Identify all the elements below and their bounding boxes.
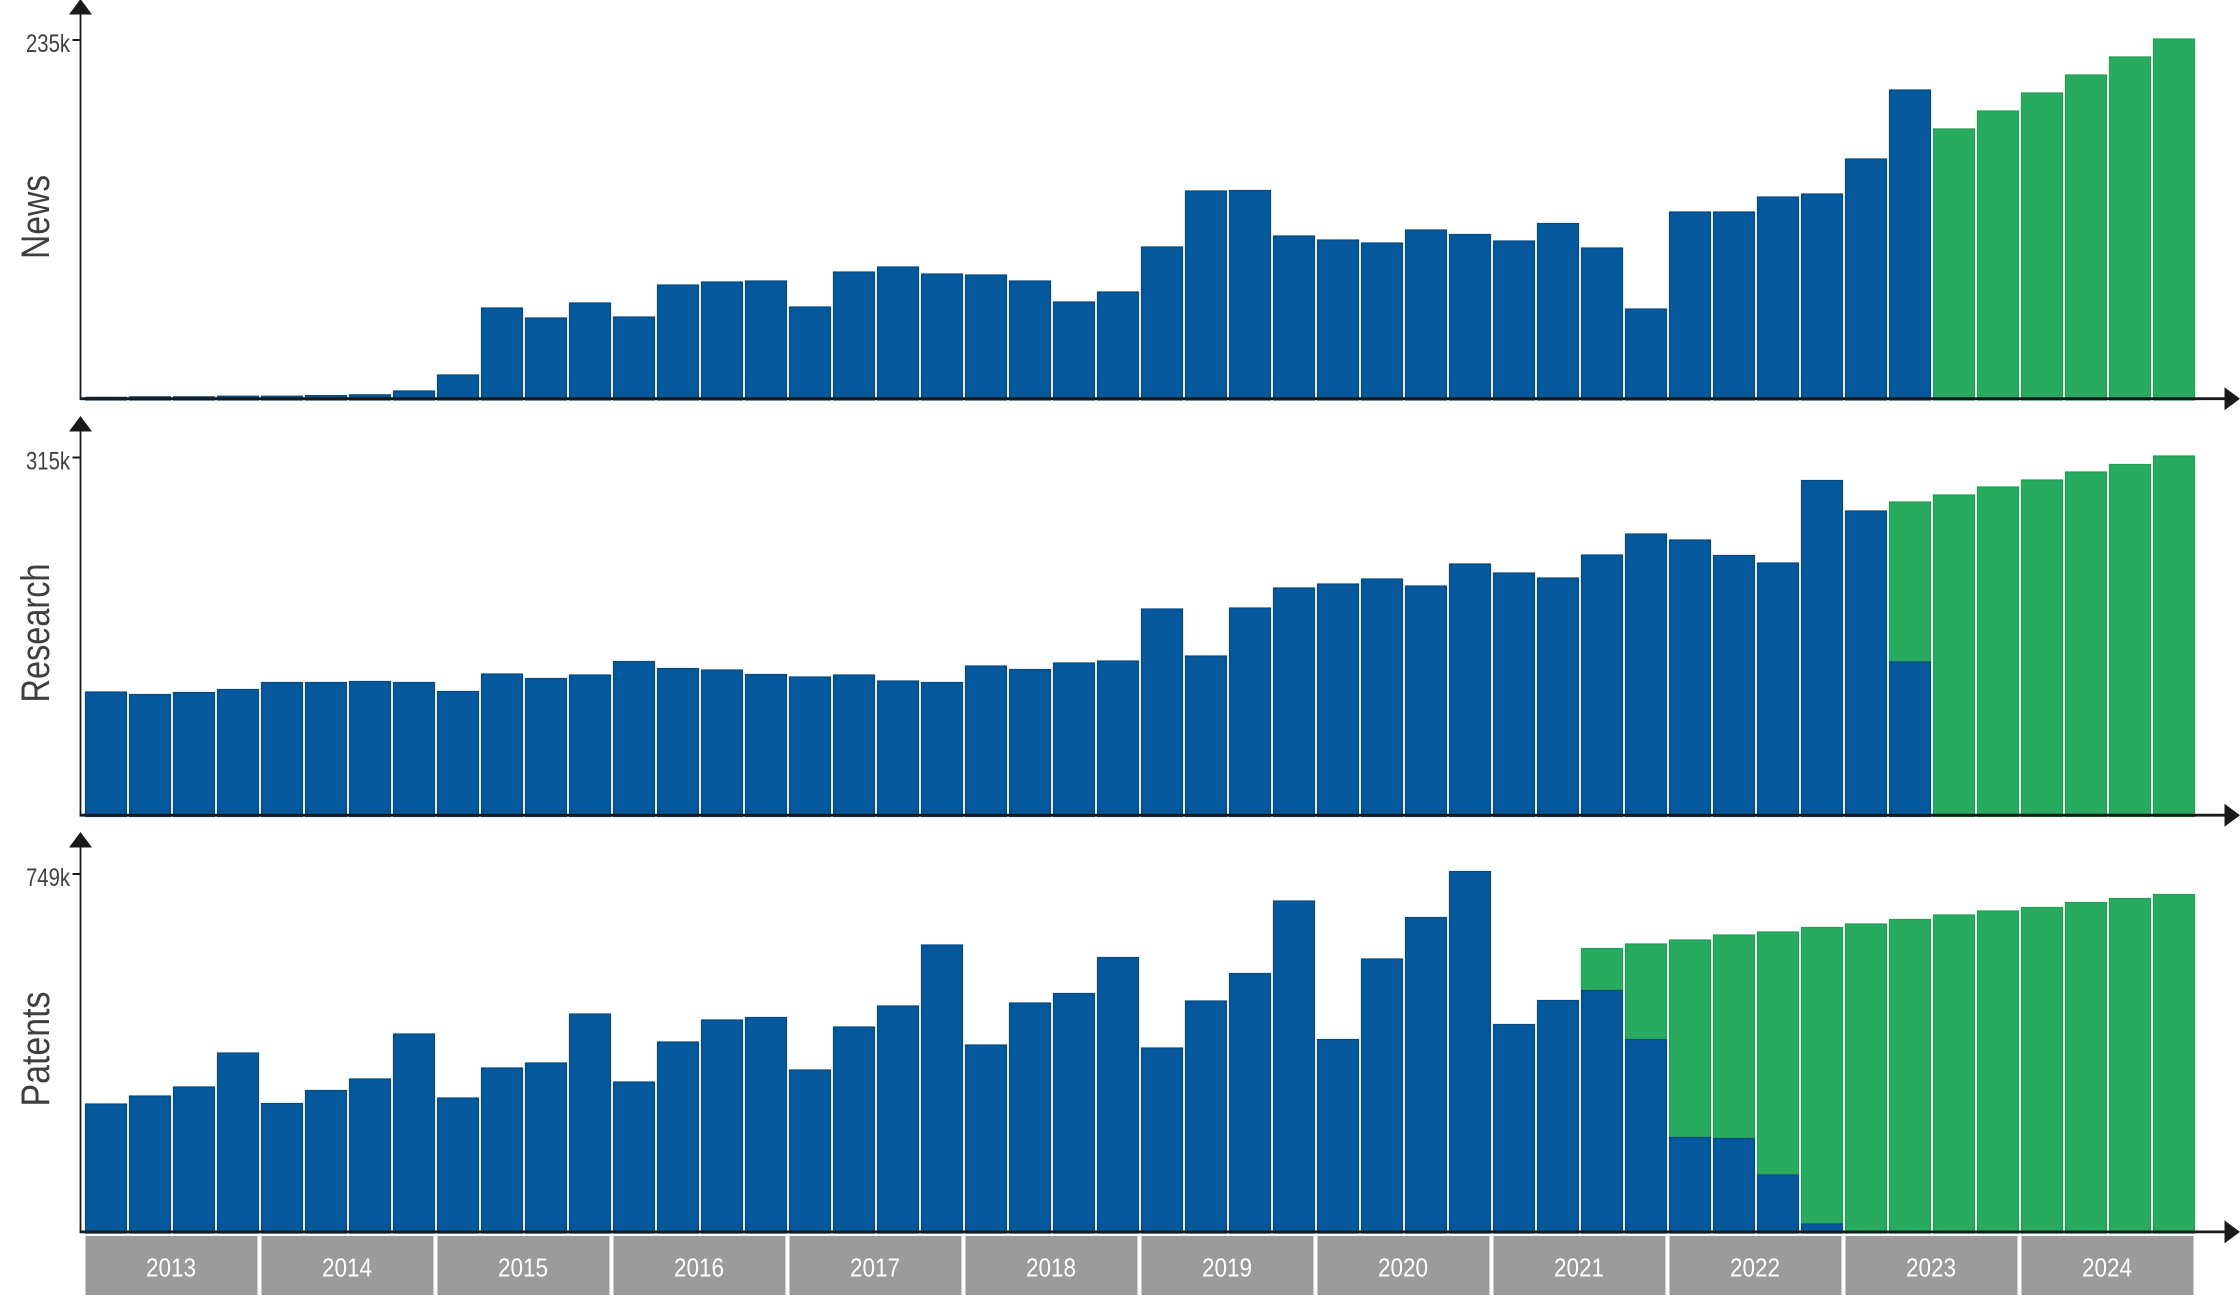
svg-text:2021: 2021 — [1554, 1253, 1604, 1283]
svg-text:News: News — [14, 175, 58, 259]
svg-text:2013: 2013 — [146, 1253, 196, 1283]
svg-text:Research: Research — [14, 564, 58, 703]
svg-text:2019: 2019 — [1202, 1253, 1252, 1283]
svg-text:749k: 749k — [26, 864, 70, 892]
svg-text:315k: 315k — [26, 448, 70, 476]
svg-text:2024: 2024 — [2082, 1253, 2132, 1283]
svg-text:2014: 2014 — [322, 1253, 372, 1283]
svg-text:2020: 2020 — [1378, 1253, 1428, 1283]
svg-text:2022: 2022 — [1730, 1253, 1780, 1283]
svg-text:Patents: Patents — [14, 992, 58, 1107]
svg-text:2018: 2018 — [1026, 1253, 1076, 1283]
svg-text:2016: 2016 — [674, 1253, 724, 1283]
svg-text:2015: 2015 — [498, 1253, 548, 1283]
svg-text:2017: 2017 — [850, 1253, 900, 1283]
svg-text:2023: 2023 — [1906, 1253, 1956, 1283]
svg-text:235k: 235k — [26, 30, 70, 58]
